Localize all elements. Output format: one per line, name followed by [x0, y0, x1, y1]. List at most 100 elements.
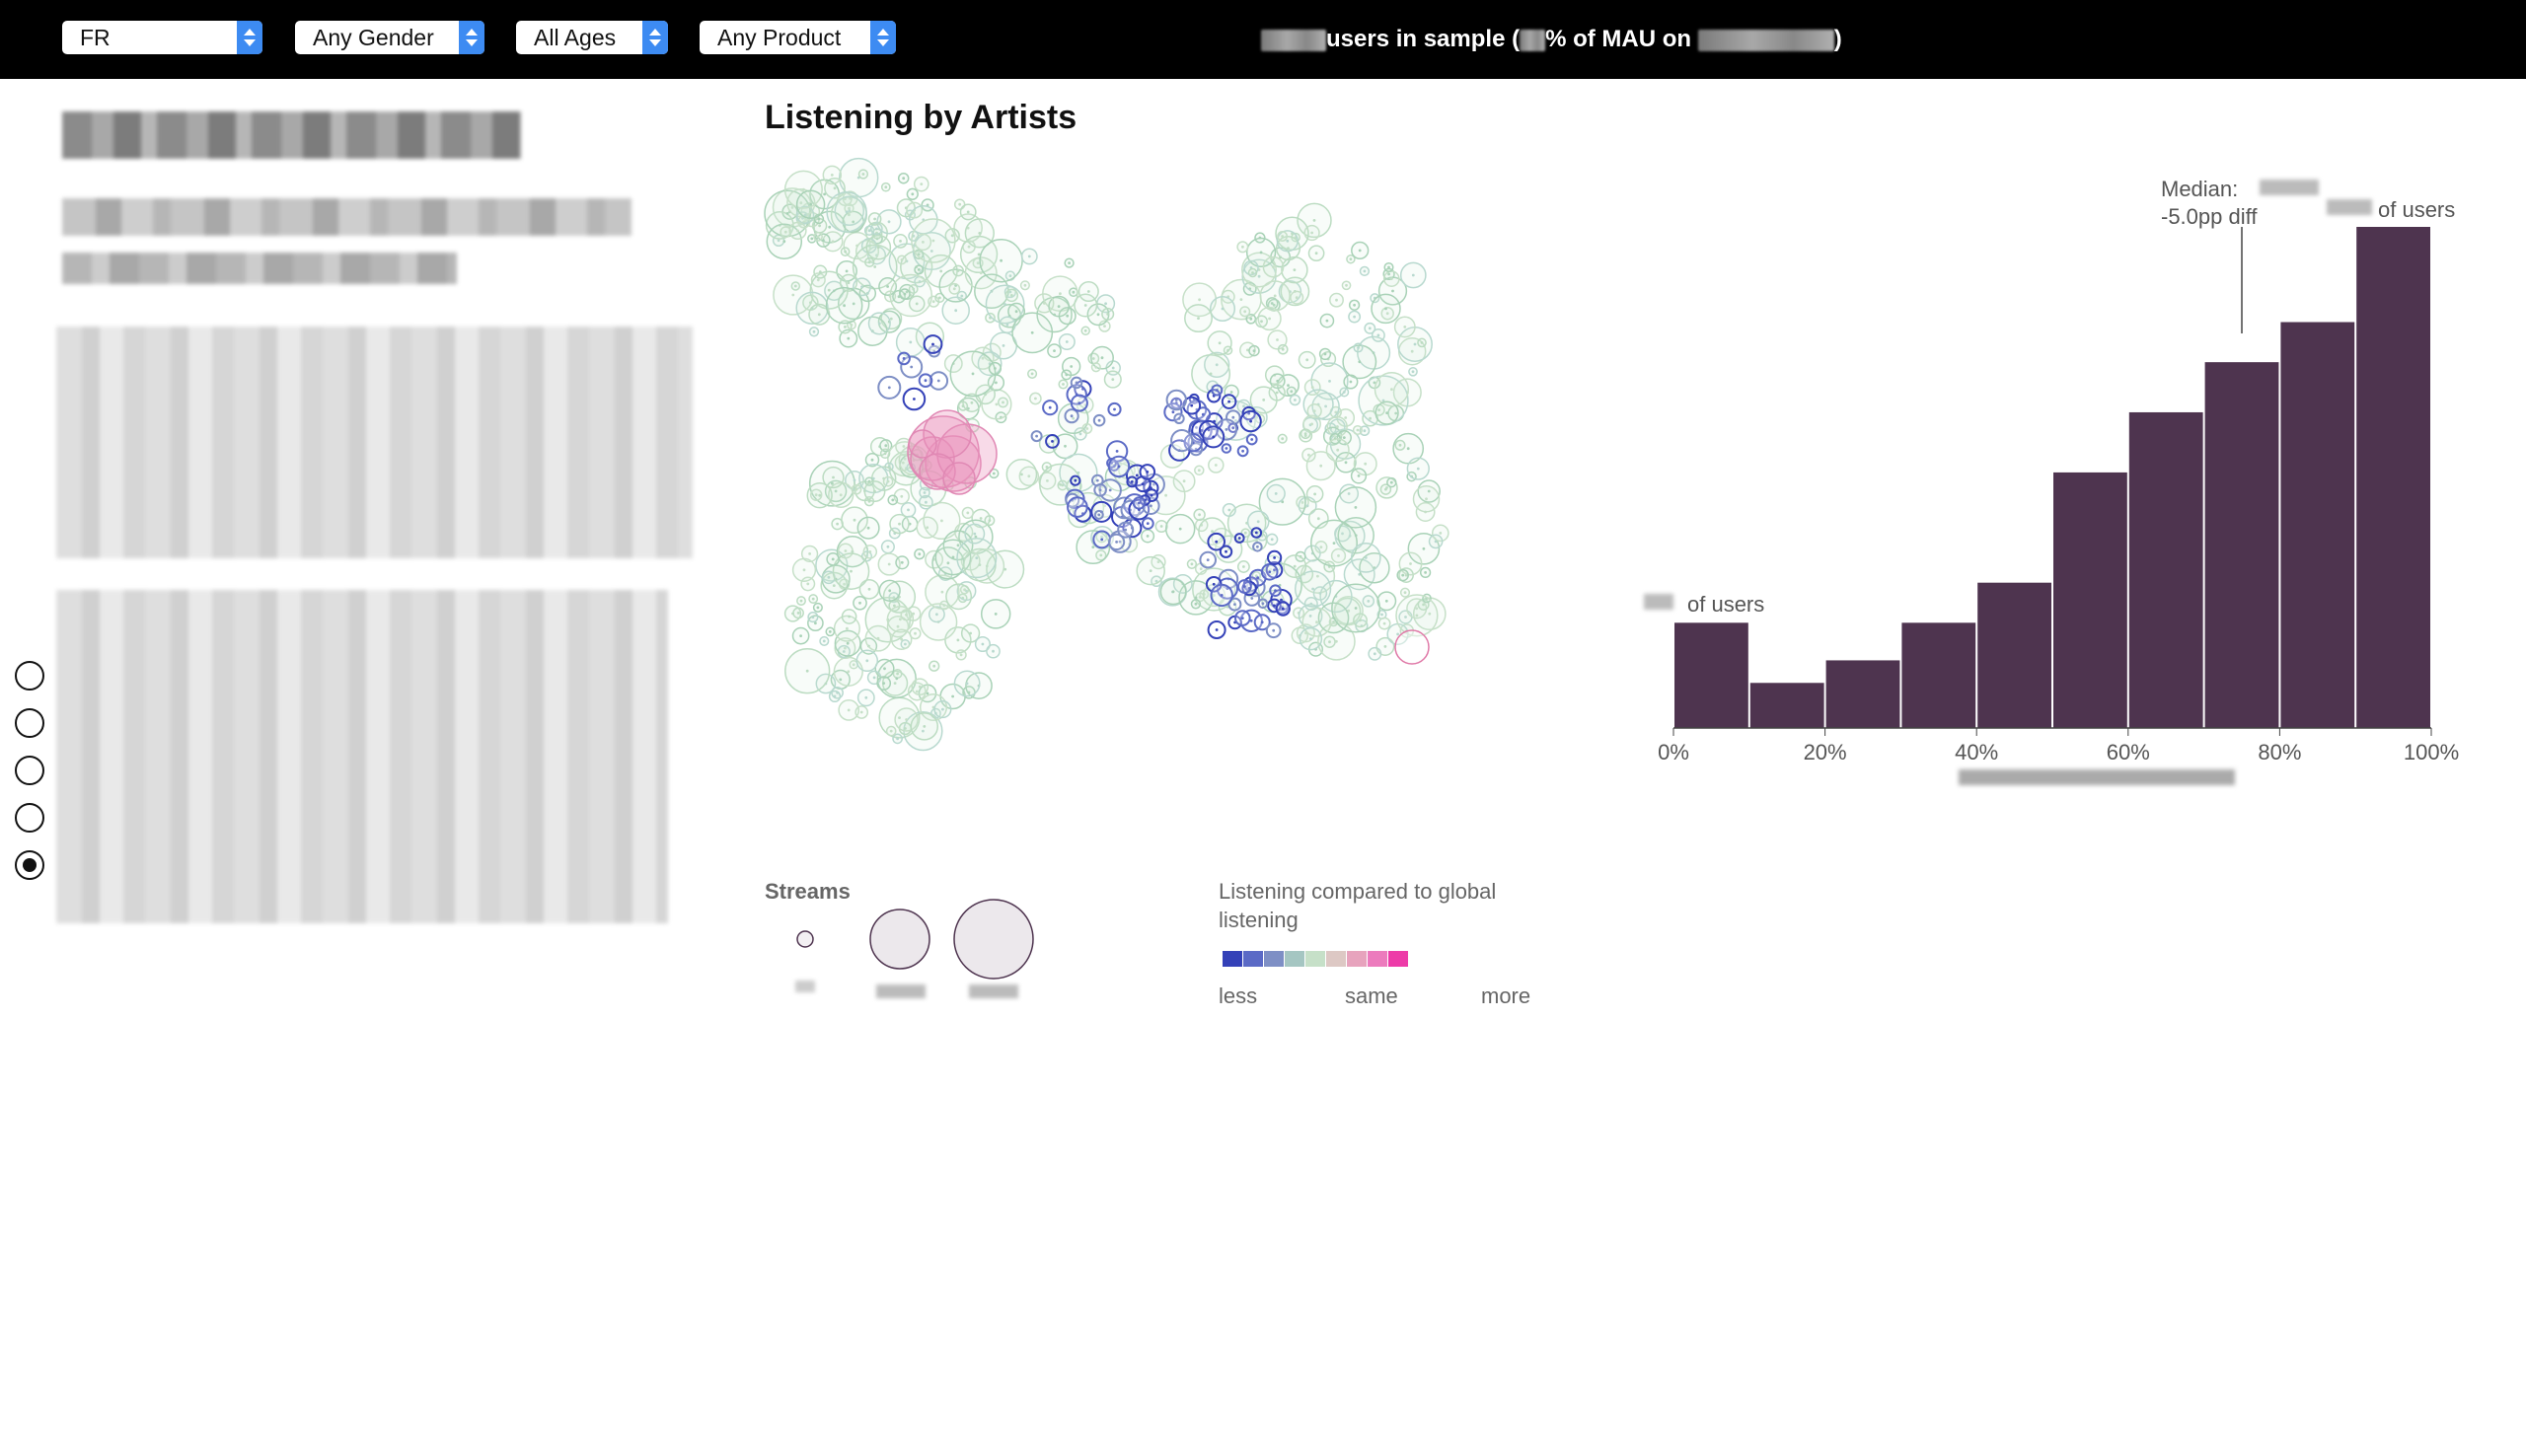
artist-bubble-center [799, 634, 802, 637]
artist-bubble-center [1383, 645, 1387, 648]
artist-bubble-center [848, 213, 851, 217]
gender-select[interactable]: Any Gender [295, 21, 484, 54]
artist-bubble-center [1057, 305, 1061, 308]
artist-bubble-center [1206, 558, 1210, 561]
artist-bubble-center [911, 192, 915, 196]
artist-bubble-center [1287, 247, 1290, 250]
chevron-updown-icon [642, 21, 668, 54]
artist-bubble-center [1349, 380, 1353, 384]
artist-bubble-center [1195, 426, 1198, 429]
artist-bubble-center [1209, 372, 1213, 376]
artist-bubble-center [844, 646, 847, 650]
artist-bubble-center [1363, 269, 1367, 273]
option-radio-2[interactable] [15, 708, 44, 738]
artist-bubble-center [960, 294, 964, 298]
artist-bubble-center [914, 631, 917, 635]
artist-bubble-center [1197, 317, 1200, 320]
country-select[interactable]: FR [62, 21, 262, 54]
artist-bubble-center [1274, 589, 1277, 593]
redacted-heading [62, 111, 521, 159]
artist-bubble-center [1150, 493, 1153, 497]
artist-bubble-center [1027, 474, 1031, 478]
artist-bubble-center [1422, 546, 1426, 550]
artist-bubble-center [1100, 356, 1104, 360]
artist-bubble-center [1276, 379, 1280, 383]
artist-bubble-center [1428, 612, 1432, 616]
artist-bubble-center [994, 613, 998, 616]
artist-bubble-center [1199, 567, 1203, 570]
artist-bubble-center [1391, 289, 1394, 293]
artist-bubble-center [1313, 492, 1316, 496]
color-legend-swatch [1223, 951, 1242, 967]
artist-bubble-center [868, 550, 872, 553]
artist-bubble-center [1290, 390, 1294, 394]
redacted-subtitle-2 [62, 253, 457, 284]
artist-bubble-center [1307, 453, 1310, 457]
artist-bubble-center [1243, 310, 1247, 314]
artist-bubble-center [830, 174, 834, 177]
artist-bubble-center [805, 669, 809, 673]
artist-bubble-center [915, 690, 919, 693]
artist-bubble-center [1434, 540, 1438, 544]
artist-bubble-center [844, 549, 848, 552]
artist-bubble-center [872, 676, 876, 680]
artist-bubble-center [1309, 602, 1313, 606]
artist-bubble-center [1065, 373, 1069, 377]
artist-bubble-center [899, 618, 902, 621]
artist-bubble-center [876, 636, 880, 640]
artist-bubble-center [926, 526, 929, 530]
artist-bubble-center [912, 287, 916, 291]
artist-bubble-center [1229, 391, 1233, 394]
artist-bubble-more [919, 453, 956, 490]
artist-bubble-center [1064, 444, 1067, 448]
artist-bubble-center [891, 498, 895, 502]
artist-bubble-center [854, 487, 858, 491]
artist-bubble-center [971, 372, 975, 376]
artist-bubble-center [895, 677, 899, 681]
status-text-2: % of MAU on [1545, 26, 1692, 52]
artist-bubble-center [799, 599, 803, 603]
median-label: Median: [2161, 177, 2238, 201]
streams-size-small [796, 930, 814, 948]
artist-bubble-center [1260, 620, 1264, 624]
color-legend-swatch [1243, 951, 1263, 967]
option-radio-1[interactable] [15, 661, 44, 691]
artist-bubble-center [896, 737, 899, 741]
artist-bubble-center [1111, 366, 1115, 370]
artist-bubble-center [1270, 302, 1274, 305]
option-radio-3[interactable] [15, 756, 44, 785]
artist-bubble-more [923, 409, 972, 459]
artist-bubble-center [839, 493, 843, 497]
chevron-updown-icon [237, 21, 262, 54]
streams-size-large [953, 899, 1034, 980]
artist-bubble-center [1364, 556, 1368, 559]
option-radio-4[interactable] [15, 803, 44, 833]
artist-bubble-center [1344, 461, 1348, 465]
artist-bubble-center [992, 649, 995, 653]
artist-bubble-center [1113, 407, 1116, 411]
redacted-user-count [1261, 29, 1326, 51]
artist-bubble-center [1259, 251, 1263, 255]
artist-bubble-center [902, 357, 906, 360]
artist-bubble-center [1065, 340, 1069, 343]
artist-bubble-center [1194, 596, 1198, 600]
artist-bubble-center [866, 526, 870, 530]
artist-bubble-center [1347, 609, 1351, 613]
artist-bubble-center [1358, 360, 1362, 364]
artist-bubble-center [816, 606, 820, 610]
artist-bubble-center [827, 288, 831, 292]
artist-bubble-center [1194, 602, 1198, 606]
chevron-updown-icon [459, 21, 484, 54]
histogram-tick-label: 40% [1955, 740, 1998, 764]
histogram-bar [1977, 582, 2051, 728]
color-legend-swatch [1388, 951, 1408, 967]
option-radio-5[interactable] [15, 850, 44, 880]
age-select[interactable]: All Ages [516, 21, 668, 54]
artist-bubble-center [966, 210, 970, 214]
artist-bubble-center [1009, 294, 1013, 297]
artist-bubble-center [1363, 429, 1367, 433]
product-select[interactable]: Any Product [700, 21, 896, 54]
artist-bubble-center [1358, 249, 1362, 253]
artist-bubble-center [981, 642, 985, 646]
artist-bubble-center [810, 237, 814, 241]
